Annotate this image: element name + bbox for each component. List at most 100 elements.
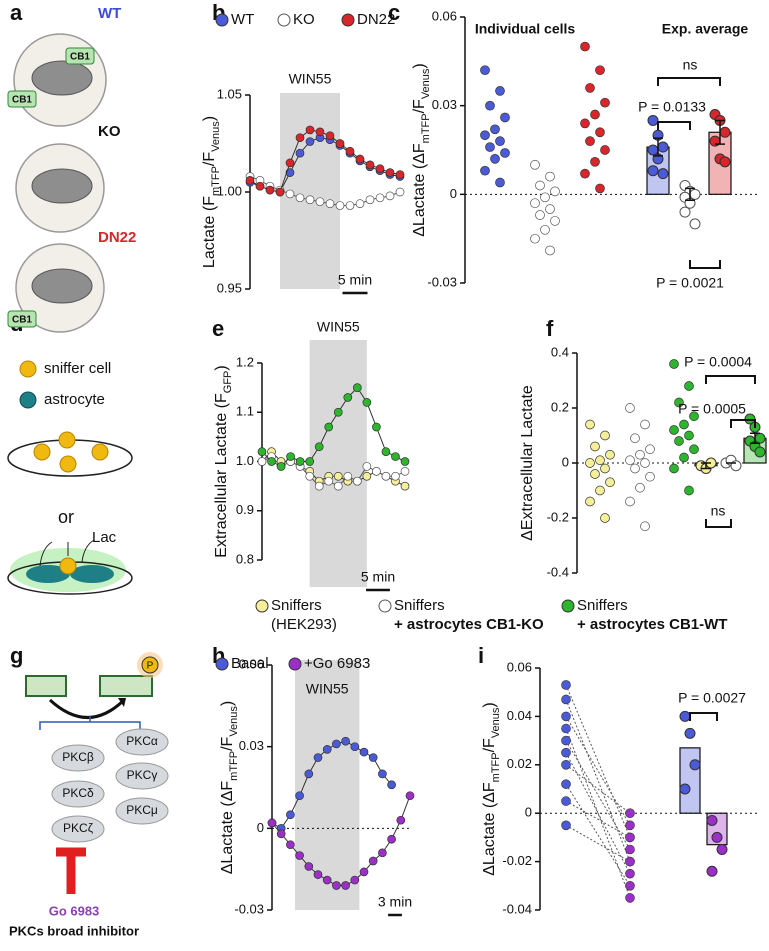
cell-point: [600, 430, 610, 441]
cell-point: [625, 820, 635, 831]
legend-label: Basal: [231, 655, 269, 672]
series-point: [304, 862, 314, 871]
panel-letter: e: [212, 316, 224, 341]
y-tick-label: 0.9: [236, 502, 254, 517]
significance-bracket: [689, 712, 718, 721]
legend-label: Sniffers: [271, 597, 322, 614]
cell-point: [480, 65, 490, 76]
diagram-g: P PKCβ PKCα PKCγ PKCδ PKCμ PKCζ Go 6983 …: [9, 652, 169, 938]
series-point: [286, 810, 295, 820]
y-tick-label: 0.06: [239, 656, 264, 671]
series-point: [355, 199, 365, 208]
cell-point: [530, 233, 540, 244]
legend-label: astrocyte: [44, 391, 105, 408]
cell-point: [625, 403, 635, 413]
series-point: [314, 481, 324, 491]
series-line: [271, 795, 411, 886]
cell-point: [689, 444, 699, 455]
cell-point: [669, 463, 679, 474]
inhibitor-label: Go 6983: [49, 903, 100, 918]
series-point: [305, 457, 315, 466]
y-tick-label: 0.06: [432, 8, 457, 23]
series-point: [313, 753, 323, 762]
isoform-label: PKCβ: [62, 750, 94, 764]
cell-point: [535, 180, 545, 191]
legend-marker: [288, 657, 302, 671]
pair-line: [565, 716, 631, 826]
y-tick-label: 1.1: [236, 404, 254, 419]
cell-point: [625, 856, 635, 867]
series-line: [261, 386, 406, 468]
pair-line: [565, 824, 631, 863]
cell-point: [635, 449, 645, 460]
scale-bar-label: 5 min: [361, 569, 395, 585]
series-line: [249, 129, 401, 193]
error-bar: [715, 119, 725, 145]
cell-point: [580, 118, 590, 129]
y-tick-label: 0: [562, 454, 569, 469]
cell-point: [640, 458, 650, 468]
diagram-d: sniffer cell astrocyte or Lac: [7, 360, 133, 595]
cell-point: [535, 210, 545, 220]
cell-point: [625, 880, 635, 891]
series-point: [295, 851, 304, 860]
cell-point: [530, 198, 540, 209]
cell-point: [600, 145, 610, 155]
series-point: [304, 769, 314, 779]
significance-label: ns: [683, 57, 698, 73]
legend-label: WT: [231, 11, 254, 28]
cell-point: [540, 224, 550, 235]
cell-point: [495, 86, 505, 96]
legend-marker: [255, 599, 269, 613]
y-axis-label-part: mTFP: [420, 113, 432, 143]
experiment-point: [689, 759, 701, 771]
panel-letter: a: [10, 0, 23, 25]
y-tick-label: -0.4: [547, 564, 569, 579]
panel-letter: g: [10, 643, 23, 668]
y-axis-label: ΔExtracellular Lactate: [519, 385, 536, 541]
series-point: [267, 457, 276, 466]
y-tick-label: 1.2: [236, 354, 254, 369]
y-axis-label-part: /F: [411, 99, 428, 113]
series-point: [345, 146, 355, 156]
y-tick-label: 0.95: [217, 280, 242, 295]
cell-point: [585, 136, 595, 146]
series-point: [325, 199, 335, 208]
y-axis-label-part: mTFP: [490, 752, 502, 782]
genotype-label: WT: [98, 5, 121, 22]
genotype-label: KO: [98, 123, 121, 140]
cell-point: [490, 154, 500, 164]
experiment-point: [706, 814, 718, 826]
series-point: [400, 481, 410, 491]
series-point: [341, 736, 350, 746]
pair-line: [565, 752, 631, 874]
cell-point: [645, 444, 655, 455]
y-tick-label: -0.04: [502, 901, 532, 916]
y-tick-label: -0.02: [502, 853, 532, 868]
y-axis-label-part: /F: [219, 736, 236, 750]
cell-point: [595, 65, 605, 76]
series-point: [362, 398, 372, 407]
cell-point: [580, 168, 590, 179]
legend-label: sniffer cell: [44, 360, 111, 377]
significance-label: P = 0.0021: [656, 275, 724, 291]
cell-point: [625, 808, 635, 819]
series-point: [285, 168, 295, 177]
series-point: [365, 195, 375, 205]
cell-point: [590, 156, 600, 167]
series-point: [372, 422, 381, 432]
series-point: [368, 856, 378, 866]
series-point: [352, 476, 362, 486]
cell-point: [530, 159, 540, 170]
legend-marker: [215, 13, 229, 27]
or-label: or: [58, 507, 74, 527]
cell-point: [480, 165, 490, 176]
significance-bracket: [657, 77, 721, 86]
y-tick-label: 0.04: [507, 708, 532, 723]
error-bar: [750, 432, 760, 444]
series-point: [322, 745, 332, 754]
experiment-point: [719, 126, 731, 138]
series-point: [387, 780, 396, 790]
series-point: [391, 471, 400, 481]
series-point: [375, 164, 385, 174]
